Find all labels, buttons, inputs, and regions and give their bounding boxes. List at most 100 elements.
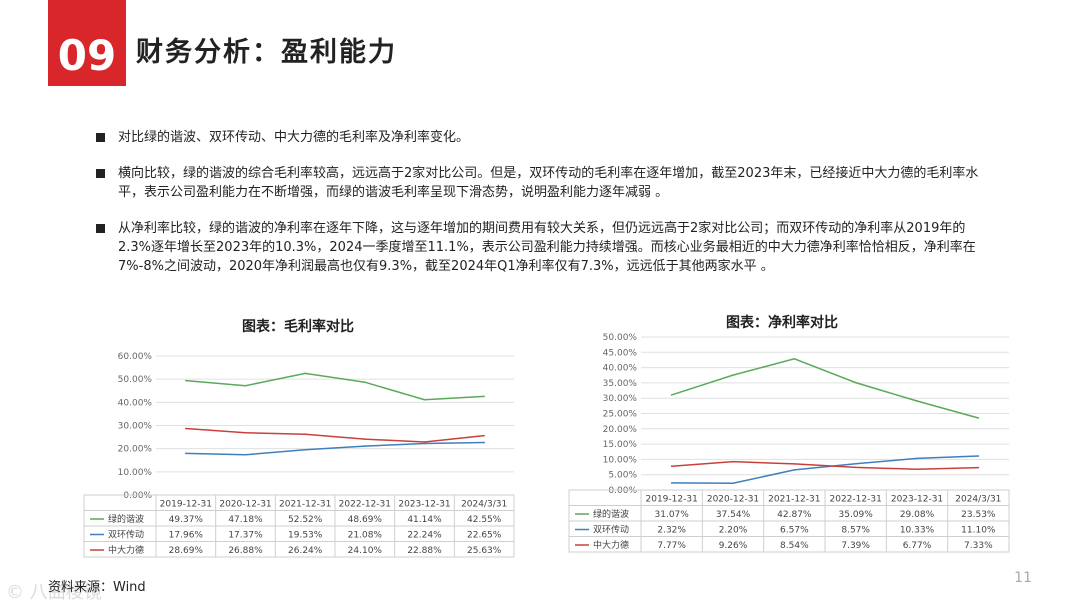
y-tick-label: 45.00% [603,348,638,358]
data-value-label: 42.55% [467,515,502,525]
y-tick-label: 30.00% [118,422,153,432]
y-tick-label: 10.00% [118,468,153,478]
data-point [793,469,796,471]
page-title: 财务分析：盈利能力 [136,37,397,68]
data-point [670,482,673,484]
square-bullet-icon [96,133,105,142]
data-value-label: 7.77% [657,541,686,551]
data-value-label: 26.88% [228,546,263,556]
data-value-label: 31.07% [655,510,690,520]
data-point [854,466,857,469]
bullet-text: 从净利率比较，绿的谐波的净利率在逐年下降，这与逐年增加的期间费用有较大关系，但仍… [118,221,976,274]
data-point [244,453,247,456]
x-category-label: 2022-12-31 [339,500,391,510]
data-value-label: 22.65% [467,531,502,541]
data-point [364,381,366,384]
series-line [185,441,485,456]
square-bullet-icon [96,169,105,178]
y-tick-label: 40.00% [118,398,153,408]
y-tick-label: 40.00% [603,364,638,374]
legend-label: 中大力德 [593,539,629,551]
data-point [244,431,247,434]
data-value-label: 22.24% [407,531,442,541]
data-point [483,434,485,437]
data-point [977,417,980,419]
data-value-label: 7.33% [964,541,993,551]
x-category-label: 2019-12-31 [160,500,212,510]
data-point [304,372,306,375]
page-number: 11 [1014,570,1032,586]
series-line [185,372,485,401]
x-category-label: 2020-12-31 [707,495,759,505]
legend-label: 双环传动 [108,529,144,541]
x-category-label: 2020-12-31 [219,500,271,510]
x-category-label: 2024/3/31 [461,500,507,510]
data-point [732,374,734,376]
y-tick-label: 35.00% [603,379,638,389]
data-value-label: 2.20% [719,526,748,536]
x-category-label: 2024/3/31 [955,495,1001,505]
data-value-label: 11.10% [961,526,996,536]
data-point [916,457,918,460]
data-point [854,381,857,384]
data-value-label: 19.53% [288,531,323,541]
data-point [423,398,426,401]
y-tick-label: 20.00% [118,445,153,455]
data-point [423,441,426,443]
data-value-label: 17.96% [169,531,204,541]
x-category-label: 2022-12-31 [830,495,882,505]
bullet-item: 对比绿的谐波、双环传动、中大力德的毛利率及净利率变化。 [96,128,996,147]
series-line [671,455,979,485]
data-value-label: 9.26% [719,541,748,551]
data-value-label: 8.54% [780,541,809,551]
data-value-label: 48.69% [348,515,383,525]
source-note: 资料来源：Wind [48,580,146,595]
square-bullet-icon [96,224,105,233]
data-point [185,427,187,430]
net-margin-chart-title: 图表：净利率对比 [726,315,838,331]
data-point [483,395,485,398]
bullet-text: 对比绿的谐波、双环传动、中大力德的毛利率及净利率变化。 [118,130,470,145]
x-category-label: 2023-12-31 [891,495,943,505]
data-value-label: 24.10% [348,546,383,556]
data-value-label: 42.87% [777,510,812,520]
data-value-label: 41.14% [407,515,442,525]
data-point [304,433,306,436]
data-value-label: 6.57% [780,526,809,536]
gross-margin-chart: 0.00% 10.00% 20.00% 30.00% 40.00% 50.00% 60.00… [83,352,515,558]
data-point [916,468,918,471]
x-category-label: 2021-12-31 [279,500,331,510]
y-tick-label: 30.00% [603,394,638,404]
data-point [916,400,918,402]
bullet-item: 横向比较，绿的谐波的综合毛利率较高，远远高于2家对比公司。但是，双环传动的毛利率… [96,164,996,202]
data-value-label: 21.08% [348,531,383,541]
data-value-label: 6.77% [903,541,932,551]
series-line [185,427,485,443]
data-point [364,438,366,440]
legend-label: 绿的谐波 [593,508,629,520]
y-tick-label: 0.00% [608,486,637,496]
data-value-label: 10.33% [900,526,935,536]
gross-margin-chart-title: 图表：毛利率对比 [242,319,354,335]
data-point [977,466,980,469]
data-point [483,441,485,444]
y-tick-label: 60.00% [118,352,153,362]
net-margin-chart: 0.00% 5.00% 10.00% 15.00% 20.00% 25.00% 30.00%… [568,333,1010,553]
data-point [854,462,857,465]
series-line [671,460,979,471]
data-point [185,452,187,455]
data-point [244,384,247,387]
data-value-label: 2.32% [657,526,686,536]
data-point [793,463,796,465]
bullet-list: 对比绿的谐波、双环传动、中大力德的毛利率及净利率变化。 横向比较，绿的谐波的综合… [96,128,996,293]
data-value-label: 7.39% [841,541,870,551]
y-tick-label: 5.00% [608,471,637,481]
data-value-label: 22.88% [407,546,442,556]
data-value-label: 35.09% [839,510,874,520]
data-value-label: 26.24% [288,546,323,556]
data-value-label: 28.69% [169,546,204,556]
data-value-label: 37.54% [716,510,751,520]
y-tick-label: 25.00% [603,410,638,420]
data-value-label: 29.08% [900,510,935,520]
series-line [671,358,979,419]
